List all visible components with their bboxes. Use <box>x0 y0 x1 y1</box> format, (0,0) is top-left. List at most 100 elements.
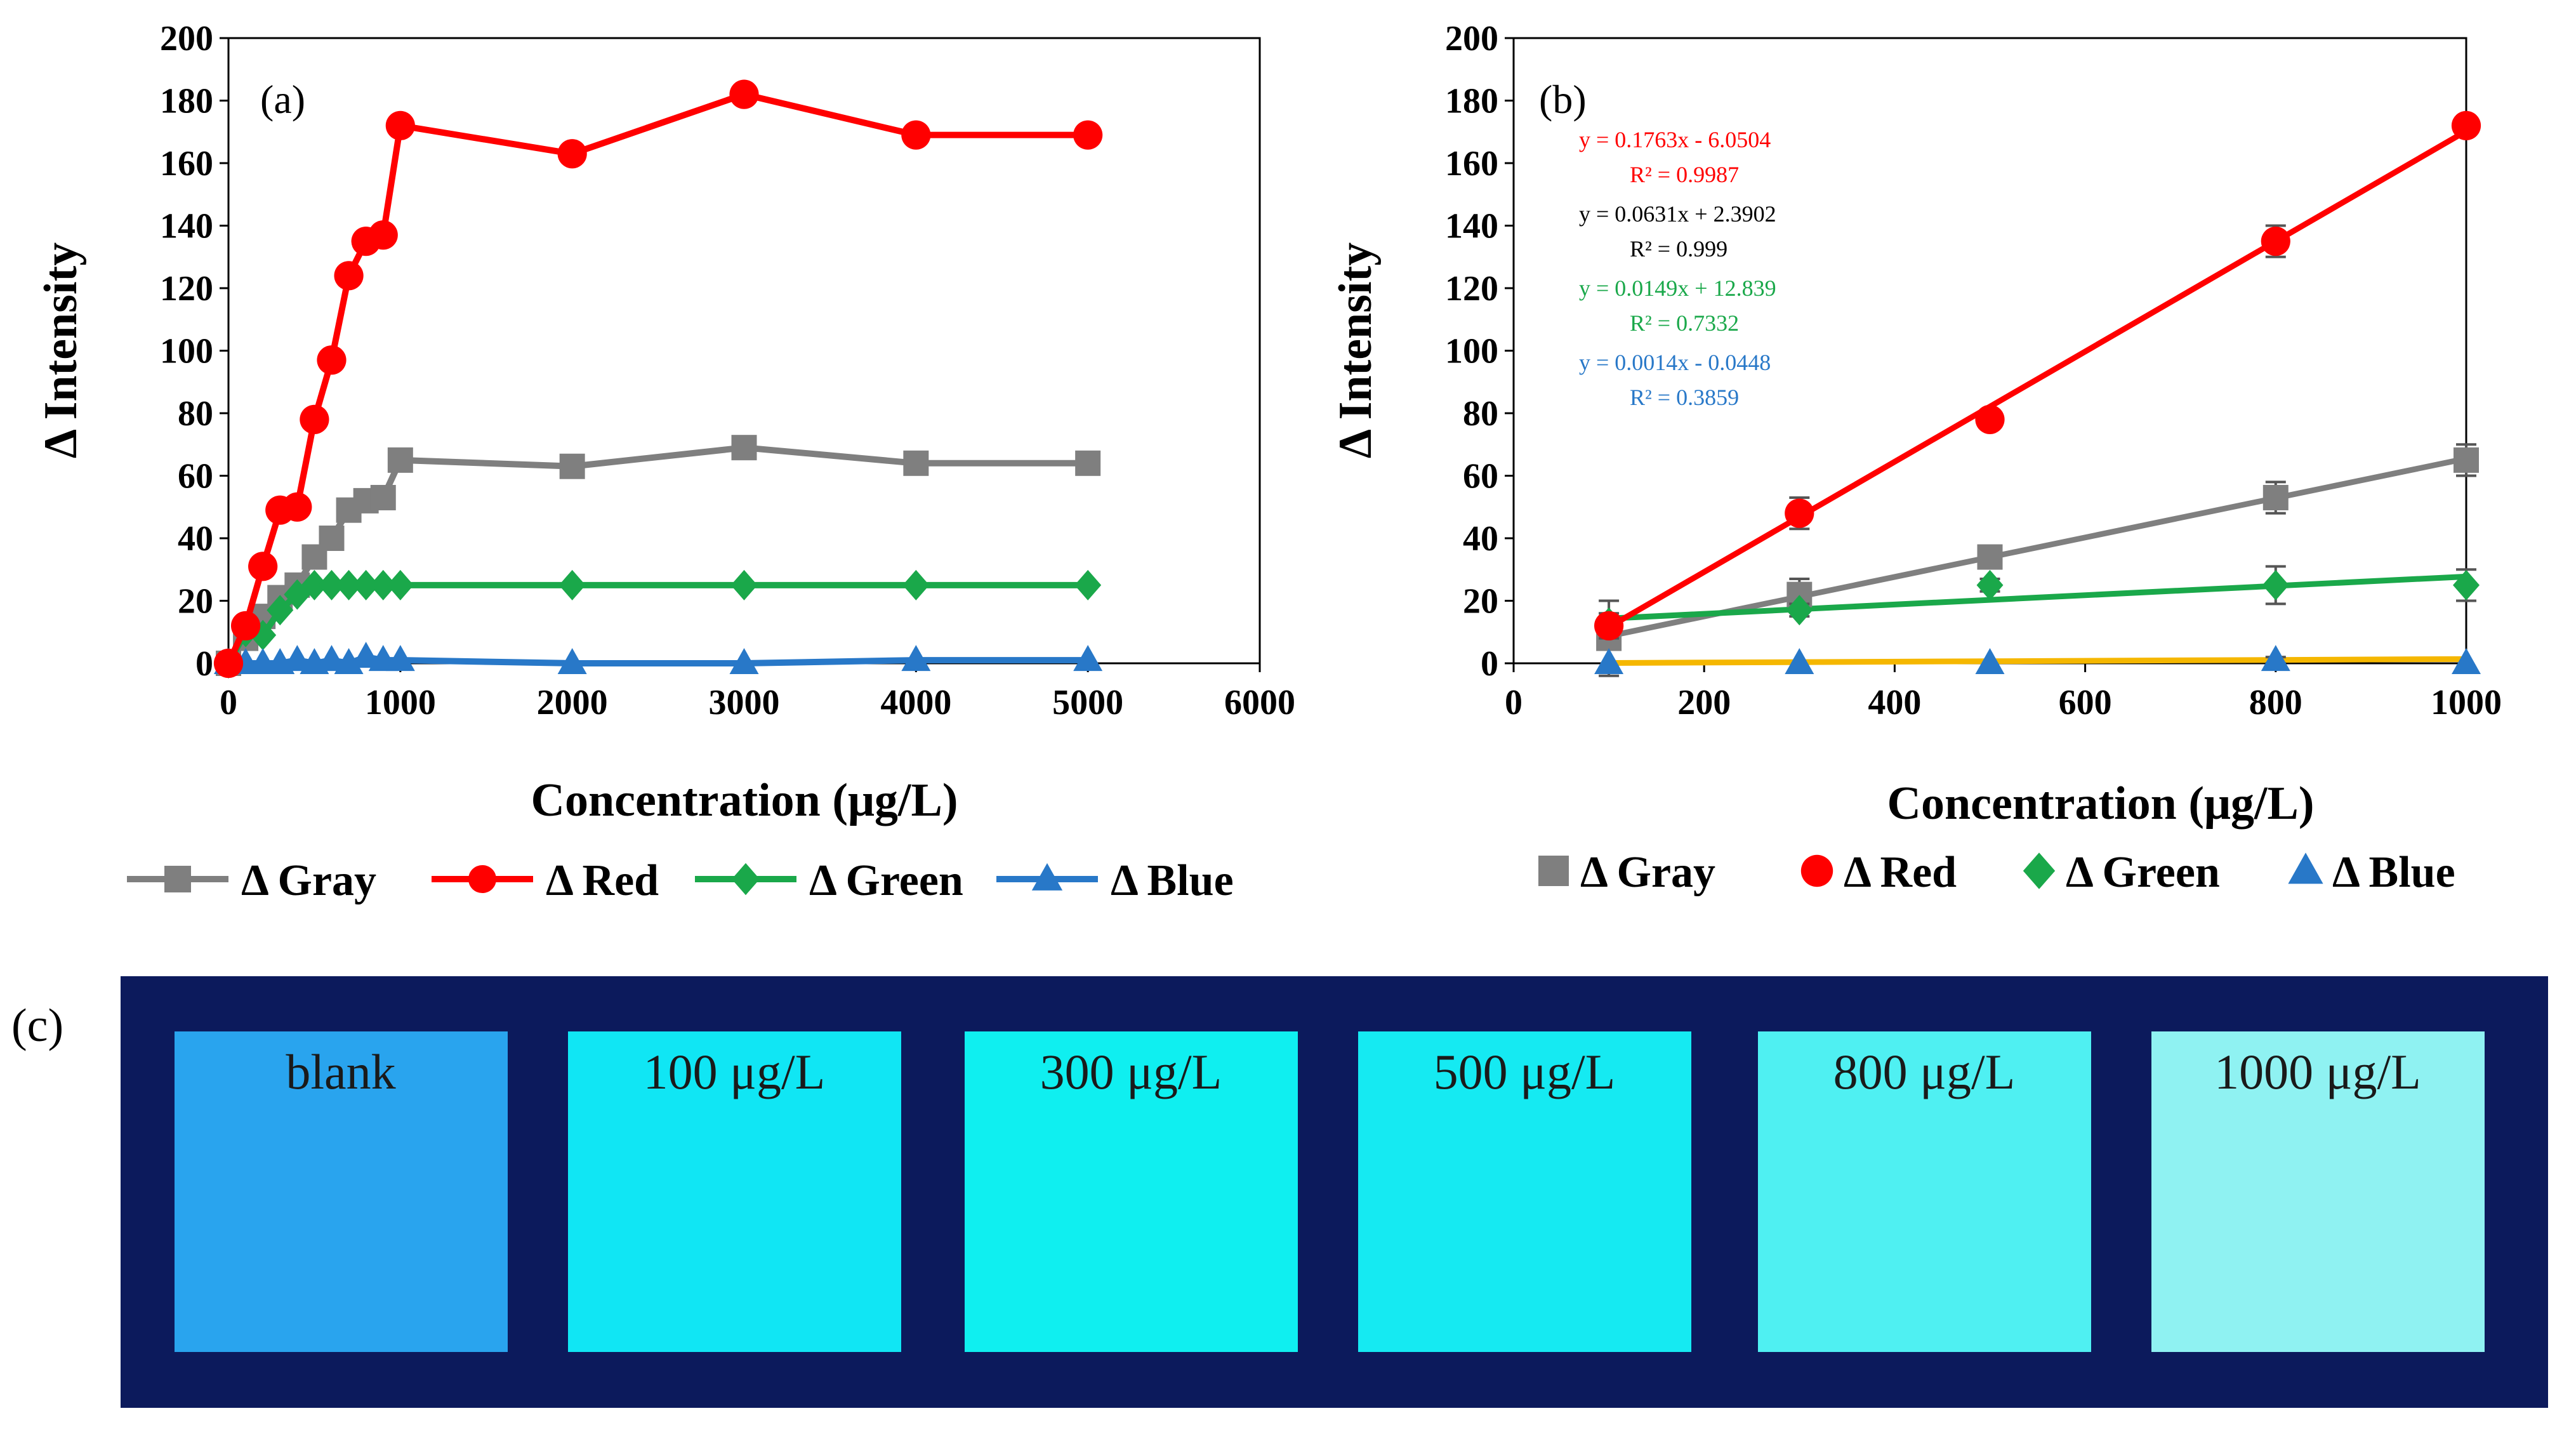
data-point-blue <box>317 645 347 672</box>
y-tick-label: 60 <box>1463 457 1498 496</box>
data-point-blue <box>1785 648 1814 674</box>
sample-swatch <box>965 1031 1298 1352</box>
fit-r2-red: R² = 0.9987 <box>1630 162 1739 187</box>
sample-label: blank <box>286 1044 395 1099</box>
data-point-red <box>317 345 347 375</box>
data-point-gray <box>2262 484 2289 510</box>
x-axis-title-a: Concentration (μg/L) <box>531 774 958 826</box>
y-axis-title-b: Δ Intensity <box>1330 242 1382 458</box>
fit-r2-green: R² = 0.7332 <box>1630 310 1739 336</box>
data-point-gray <box>319 526 345 551</box>
fit-r2-blue: R² = 0.3859 <box>1630 385 1739 410</box>
x-tick-label: 1000 <box>2431 683 2502 722</box>
data-point-red <box>368 220 398 250</box>
y-tick-label: 160 <box>1445 144 1498 183</box>
data-point-green <box>318 569 345 600</box>
data-point-blue <box>1594 648 1624 674</box>
data-point-green <box>1786 595 1813 626</box>
data-point-gray <box>559 453 585 479</box>
y-axis-title-a: Δ Intensity <box>35 242 87 458</box>
data-point-blue <box>557 648 587 674</box>
data-point-gray <box>387 447 413 473</box>
data-point-red <box>901 120 931 150</box>
sample-swatch <box>1758 1031 2091 1352</box>
data-point-green <box>902 569 930 600</box>
data-point-red <box>385 110 415 140</box>
data-point-gray <box>731 435 757 461</box>
data-point-blue <box>282 645 312 672</box>
data-point-red <box>1975 404 2005 434</box>
y-tick-label: 80 <box>178 394 213 434</box>
data-point-gray <box>1075 450 1101 476</box>
trend-line-blue <box>1609 656 2467 666</box>
x-tick-label: 0 <box>220 683 237 722</box>
data-point-green <box>2262 569 2289 600</box>
panel-label-a: (a) <box>260 77 305 122</box>
sample-swatch <box>568 1031 901 1352</box>
y-tick-label: 100 <box>160 332 213 371</box>
legend-a: Δ Gray Δ Red Δ Green Δ Blue <box>127 856 1234 905</box>
sample-swatch <box>2151 1031 2485 1352</box>
legend-label-green: Δ Green <box>809 856 963 905</box>
x-tick-label: 2000 <box>537 683 608 722</box>
x-tick-label: 4000 <box>880 683 951 722</box>
y-tick-label: 160 <box>160 144 213 183</box>
sample-swatches: blank 100 μg/L 300 μg/L 500 μg/L 800 μg/L 100… <box>175 1031 2485 1352</box>
y-tick-label: 140 <box>160 207 213 246</box>
y-tick-label: 20 <box>178 582 213 621</box>
x-tick-label: 400 <box>1868 683 1921 722</box>
legend-label-blue: Δ Blue <box>2332 848 2455 897</box>
sample-swatch <box>1358 1031 1691 1352</box>
y-tick-label: 120 <box>160 269 213 308</box>
x-axis-title-b: Concentration (μg/L) <box>1887 778 2315 830</box>
x-tick-label: 600 <box>2059 683 2112 722</box>
data-point-blue <box>901 645 931 672</box>
fit-r2-gray: R² = 0.999 <box>1630 236 1727 262</box>
legend-marker-gray <box>1538 856 1569 886</box>
legend-marker-green <box>2023 852 2056 889</box>
y-tick-label: 0 <box>1481 644 1498 684</box>
legend-label-red: Δ Red <box>1844 848 1957 897</box>
data-point-red <box>1785 498 1814 528</box>
data-point-blue <box>1073 645 1103 672</box>
data-point-red <box>248 552 278 581</box>
fit-equation-gray: y = 0.0631x + 2.3902 <box>1579 201 1776 227</box>
data-point-green <box>267 595 294 626</box>
data-point-green <box>2453 569 2480 600</box>
x-tick-label: 800 <box>2249 683 2302 722</box>
photo-panel-c: (c) blank 100 μg/L 300 μg/L 500 μg/L 800 μg/… <box>11 976 2548 1408</box>
data-point-red <box>557 139 587 169</box>
data-point-gray <box>370 484 396 510</box>
panel-label-c: (c) <box>11 1000 63 1052</box>
y-tick-label: 100 <box>1445 332 1498 371</box>
y-tick-label: 180 <box>160 82 213 121</box>
legend-marker-blue <box>2288 852 2323 884</box>
y-tick-label: 40 <box>1463 519 1498 559</box>
photo-frame <box>121 976 2548 1408</box>
x-tick-label: 200 <box>1677 683 1731 722</box>
x-tick-label: 3000 <box>709 683 780 722</box>
data-point-green <box>1074 569 1102 600</box>
data-point-green <box>352 569 380 600</box>
data-point-green <box>335 569 362 600</box>
trend-line-gray <box>1608 456 2467 639</box>
data-point-green <box>1976 569 2004 600</box>
data-point-blue <box>729 648 759 674</box>
fit-equation-green: y = 0.0149x + 12.839 <box>1579 275 1776 301</box>
data-point-red <box>1594 611 1624 641</box>
data-point-red <box>729 79 759 109</box>
y-tick-label: 80 <box>1463 394 1498 434</box>
data-point-red <box>334 261 364 291</box>
y-tick-label: 200 <box>160 19 213 58</box>
axis-ticks-b: 0 20 40 60 80 100 120 140 160 180 200 0 200 400 600 800… <box>1445 19 2502 722</box>
fit-equation-blue: y = 0.0014x - 0.0448 <box>1579 350 1771 375</box>
data-marks-b <box>1594 110 2481 677</box>
x-tick-label: 0 <box>1505 683 1522 722</box>
y-tick-label: 60 <box>178 457 213 496</box>
data-point-red <box>300 404 329 434</box>
sample-label: 300 μg/L <box>1040 1044 1222 1099</box>
x-tick-label: 6000 <box>1224 683 1295 722</box>
legend-label-gray: Δ Gray <box>1580 848 1715 897</box>
legend-marker-red <box>468 865 497 894</box>
